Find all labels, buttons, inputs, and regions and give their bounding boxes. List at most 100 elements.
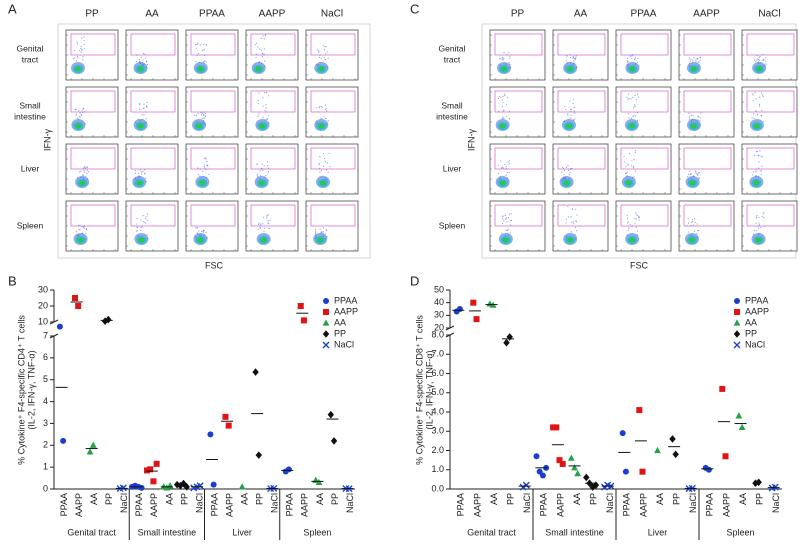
y-tick-label: 8.0 — [431, 329, 444, 339]
event-dot — [758, 105, 760, 107]
event-dot — [136, 226, 138, 228]
event-dot — [256, 163, 258, 165]
event-dot — [633, 158, 635, 161]
event-dot — [501, 57, 503, 59]
event-dot — [82, 56, 84, 58]
event-dot — [205, 61, 207, 63]
flow-plot — [65, 86, 119, 138]
dot — [719, 385, 726, 392]
event-dot — [266, 92, 268, 94]
event-dot — [570, 56, 572, 59]
event-dot — [79, 50, 81, 52]
x-tick-label: AA — [240, 493, 250, 505]
event-dot — [142, 107, 144, 110]
event-dot — [145, 118, 147, 120]
event-dot — [320, 169, 323, 171]
event-dot — [256, 173, 259, 175]
flow-plot — [552, 143, 609, 195]
event-dot — [762, 213, 764, 215]
row-label: Small intestine — [436, 101, 468, 122]
dot — [456, 306, 463, 312]
dot — [207, 431, 214, 438]
y-axis-label: (IL-2, IFN-γ, TNF-α) — [26, 350, 36, 429]
flow-plot — [741, 86, 798, 138]
event-dot — [318, 56, 320, 58]
event-cloud — [137, 66, 144, 72]
event-dot — [504, 95, 506, 97]
event-dot — [501, 232, 503, 234]
event-dot — [572, 55, 574, 57]
event-dot — [565, 218, 568, 221]
event-dot — [267, 220, 269, 222]
event-dot — [135, 61, 138, 63]
event-dot — [758, 59, 761, 61]
row-label: Spleen — [17, 220, 44, 230]
event-dot — [80, 113, 82, 116]
event-dot — [260, 223, 262, 225]
event-dot — [698, 177, 700, 179]
event-dot — [139, 108, 141, 110]
event-dot — [266, 214, 269, 217]
event-dot — [326, 51, 328, 53]
axis-break — [49, 333, 59, 339]
gate — [70, 147, 116, 170]
event-dot — [627, 93, 630, 95]
gate — [557, 33, 606, 56]
event-dot — [506, 229, 509, 232]
event-dot — [506, 54, 508, 56]
event-dot — [633, 165, 635, 167]
event-cloud — [318, 66, 325, 72]
event-dot — [319, 228, 321, 230]
event-dot — [205, 158, 207, 160]
event-dot — [503, 93, 506, 95]
event-dot — [623, 156, 625, 158]
event-dot — [322, 153, 325, 155]
event-dot — [84, 166, 86, 168]
event-dot — [260, 167, 263, 170]
event-dot — [765, 57, 767, 59]
event-dot — [761, 110, 763, 112]
event-dot — [632, 166, 635, 169]
event-dot — [76, 55, 79, 58]
event-dot — [505, 167, 507, 170]
gate — [746, 33, 795, 56]
event-dot — [752, 94, 754, 96]
dot — [733, 341, 741, 349]
event-dot — [136, 223, 138, 225]
column-header: AAPP — [693, 9, 720, 20]
flow-plot — [65, 200, 119, 252]
x-tick-label: PP — [179, 493, 189, 505]
event-dot — [261, 56, 264, 58]
event-dot — [76, 41, 78, 44]
event-dot — [509, 55, 511, 57]
event-dot — [267, 222, 269, 224]
event-dot — [688, 117, 690, 119]
event-dot — [263, 165, 265, 167]
event-dot — [575, 208, 577, 210]
event-dot — [264, 91, 266, 94]
y-axis-label: (IL-2, IFN-γ, TNF-α) — [424, 350, 434, 429]
event-dot — [637, 216, 640, 219]
legend-label: NaCl — [745, 339, 765, 349]
event-dot — [754, 154, 756, 156]
event-dot — [627, 163, 629, 165]
event-dot — [86, 172, 88, 175]
event-dot — [205, 168, 207, 170]
event-cloud — [499, 180, 506, 186]
event-dot — [324, 53, 327, 55]
event-dot — [571, 208, 574, 210]
event-dot — [761, 215, 763, 218]
event-dot — [257, 46, 259, 48]
y-tick-label: 3 — [43, 418, 48, 428]
event-dot — [502, 95, 504, 97]
event-dot — [319, 54, 321, 56]
legend-label: AA — [745, 317, 757, 327]
event-dot — [262, 35, 264, 37]
event-dot — [566, 55, 568, 57]
event-dot — [692, 224, 694, 226]
event-dot — [195, 47, 197, 49]
event-dot — [328, 152, 330, 155]
x-tick-label: NaCl — [522, 493, 532, 513]
event-dot — [751, 174, 754, 176]
event-dot — [687, 173, 690, 175]
